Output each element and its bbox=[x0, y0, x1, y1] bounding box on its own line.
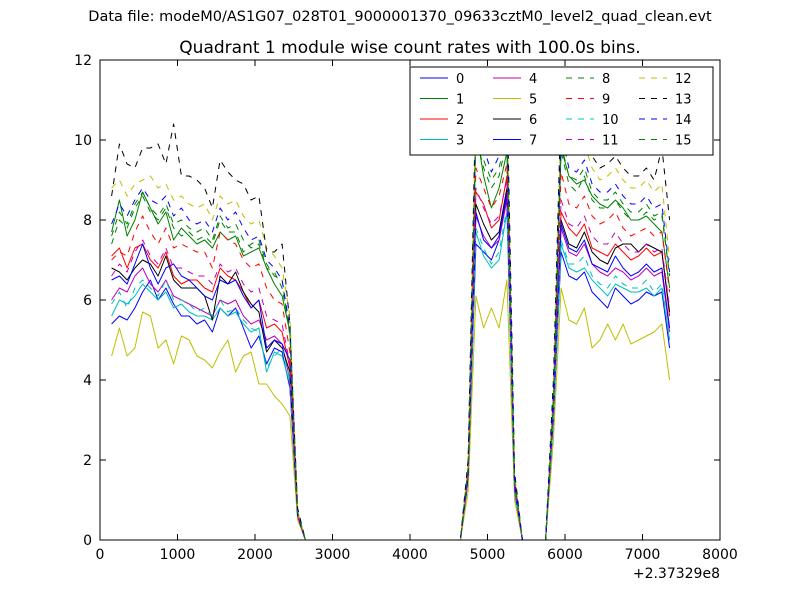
series-line-1 bbox=[111, 127, 671, 541]
legend-label: 3 bbox=[456, 134, 464, 149]
series-line-7 bbox=[111, 191, 671, 541]
x-tick-label: 2000 bbox=[237, 547, 273, 563]
y-tick-label: 10 bbox=[74, 133, 92, 149]
legend-label: 8 bbox=[602, 72, 610, 87]
legend-label: 2 bbox=[456, 113, 464, 128]
series-line-10 bbox=[111, 207, 671, 541]
legend-label: 11 bbox=[602, 134, 619, 149]
legend-label: 0 bbox=[456, 72, 464, 87]
y-tick-label: 4 bbox=[83, 373, 92, 389]
legend-label: 4 bbox=[529, 72, 537, 87]
x-tick-label: 3000 bbox=[315, 547, 351, 563]
legend-label: 14 bbox=[675, 113, 692, 128]
legend-label: 5 bbox=[529, 93, 537, 108]
legend-label: 12 bbox=[675, 72, 692, 87]
x-tick-label: 1000 bbox=[160, 547, 196, 563]
x-tick-label: 4000 bbox=[392, 547, 428, 563]
y-tick-label: 0 bbox=[83, 533, 92, 549]
x-tick-label: 8000 bbox=[702, 547, 738, 563]
legend-label: 6 bbox=[529, 113, 537, 128]
legend-label: 1 bbox=[456, 93, 464, 108]
x-tick-label: 5000 bbox=[470, 547, 506, 563]
y-tick-label: 2 bbox=[83, 453, 92, 469]
legend-label: 15 bbox=[675, 134, 692, 149]
x-axis-offset-label: +2.37329e8 bbox=[633, 566, 720, 582]
y-tick-label: 8 bbox=[83, 213, 92, 229]
legend-label: 10 bbox=[602, 113, 619, 128]
legend-label: 13 bbox=[675, 93, 692, 108]
x-tick-label: 0 bbox=[96, 547, 105, 563]
y-tick-label: 12 bbox=[74, 53, 92, 69]
series-line-2 bbox=[111, 175, 671, 541]
series-line-8 bbox=[111, 135, 671, 541]
legend-label: 9 bbox=[602, 93, 610, 108]
series-line-15 bbox=[111, 131, 671, 541]
chart-title: Quadrant 1 module wise count rates with … bbox=[179, 38, 640, 58]
legend-label: 7 bbox=[529, 134, 537, 149]
series-line-6 bbox=[111, 187, 671, 541]
axes-ticks: 0 1000 2000 3000 4000 5000 6000 7000 80000246810… bbox=[74, 53, 738, 563]
legend-frame bbox=[409, 66, 714, 156]
series-line-11 bbox=[111, 179, 671, 541]
series-line-9 bbox=[111, 163, 671, 541]
y-tick-label: 6 bbox=[83, 293, 92, 309]
x-tick-label: 6000 bbox=[547, 547, 583, 563]
series-line-5 bbox=[111, 279, 671, 541]
x-tick-label: 7000 bbox=[625, 547, 661, 563]
figure-suptitle: Data file: modeM0/AS1G07_028T01_90000013… bbox=[88, 9, 712, 25]
